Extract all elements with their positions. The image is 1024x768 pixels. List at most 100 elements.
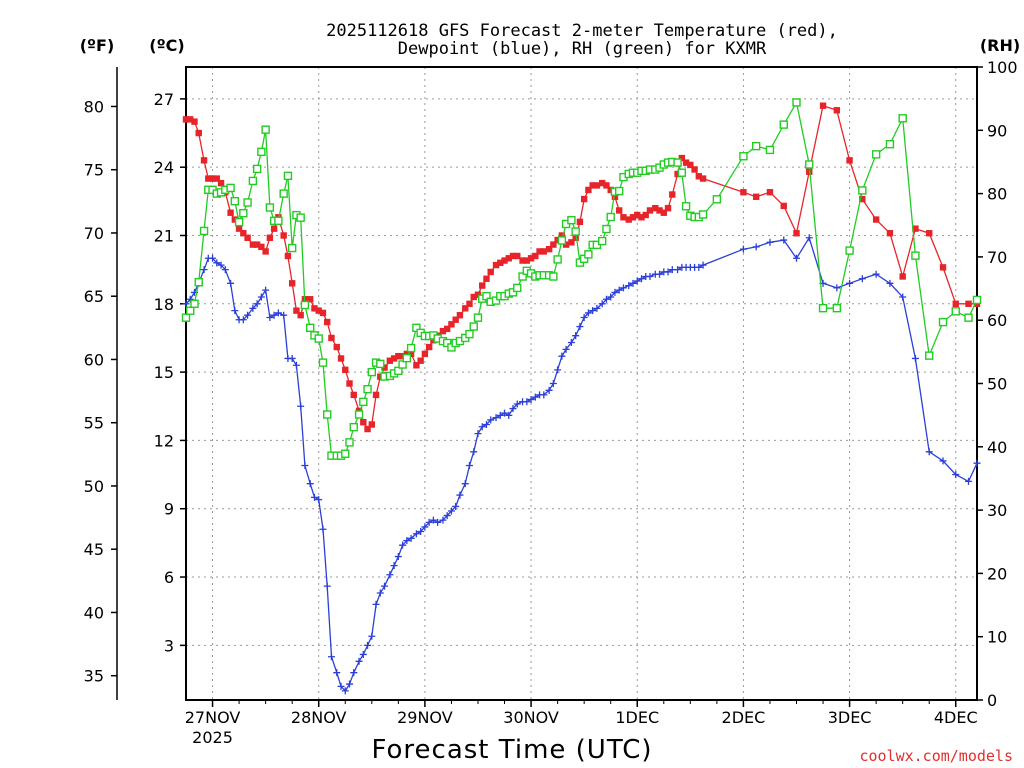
- data-point: [226, 183, 235, 193]
- data-point: [637, 275, 645, 283]
- date-tick-label: 1DEC: [615, 708, 659, 727]
- data-point: [846, 279, 854, 287]
- data-point: [501, 257, 508, 264]
- data-point: [456, 491, 464, 499]
- data-point: [845, 246, 854, 255]
- data-point: [341, 449, 350, 458]
- fahrenheit-tick-label: 60: [84, 350, 104, 369]
- data-point: [695, 173, 703, 180]
- data-point: [513, 400, 521, 408]
- data-point: [345, 438, 354, 447]
- data-point: [766, 238, 774, 246]
- data-point: [579, 254, 589, 263]
- data-point: [182, 116, 190, 123]
- data-point: [972, 295, 982, 305]
- data-point: [872, 216, 880, 223]
- data-point: [425, 343, 433, 351]
- data-point: [417, 528, 425, 536]
- data-point: [585, 186, 592, 194]
- data-point: [858, 275, 866, 283]
- celsius-tick-label: 27: [154, 90, 174, 109]
- data-point: [297, 311, 304, 319]
- data-point: [217, 179, 225, 187]
- fahrenheit-tick-label: 45: [84, 540, 104, 559]
- data-point: [598, 236, 607, 246]
- data-point: [780, 236, 788, 244]
- date-tick-label: 27NOV: [185, 708, 241, 727]
- fahrenheit-tick-label: 35: [84, 667, 104, 686]
- data-point: [372, 391, 380, 399]
- data-point: [240, 230, 247, 237]
- data-point: [540, 391, 548, 399]
- data-point: [673, 158, 682, 167]
- data-point: [372, 600, 380, 608]
- data-point: [620, 214, 627, 221]
- data-point: [699, 261, 707, 269]
- axis-ticks: 3 6 9 12 15 18 21 24 27 35 40 45 50 55 60 65 70 75 80 0 10 20…: [84, 58, 1018, 747]
- data-point: [607, 293, 615, 301]
- data-point: [638, 214, 645, 221]
- data-point: [691, 166, 698, 173]
- data-point: [376, 589, 384, 597]
- data-point: [448, 321, 455, 328]
- data-point: [634, 211, 641, 219]
- data-point: [195, 129, 202, 137]
- data-point: [766, 189, 774, 196]
- data-point: [501, 409, 509, 417]
- data-point: [205, 175, 212, 182]
- data-point: [346, 380, 353, 387]
- data-point: [952, 471, 960, 479]
- data-point: [323, 582, 331, 590]
- data-point: [359, 397, 368, 407]
- data-point: [360, 419, 367, 426]
- data-point: [234, 217, 244, 227]
- data-point: [739, 245, 747, 253]
- data-point: [699, 175, 707, 182]
- data-point: [599, 179, 606, 187]
- data-point: [805, 234, 813, 242]
- data-point: [390, 355, 398, 362]
- data-point: [462, 305, 469, 312]
- fahrenheit-tick-label: 55: [84, 414, 104, 433]
- data-point: [307, 296, 314, 303]
- data-point: [253, 241, 261, 248]
- data-point: [553, 255, 562, 264]
- data-point: [407, 350, 415, 358]
- data-point: [311, 305, 318, 312]
- data-point: [364, 641, 372, 649]
- date-tick-label: 30NOV: [503, 708, 559, 727]
- series-temperature: [182, 102, 981, 433]
- credit-label: coolwx.com/models: [859, 747, 1013, 765]
- data-point: [611, 193, 619, 200]
- data-point: [217, 261, 225, 269]
- data-point: [846, 157, 853, 164]
- celsius-tick-label: 12: [154, 431, 174, 450]
- data-point: [279, 189, 288, 198]
- data-point: [554, 236, 561, 244]
- data-point: [939, 457, 947, 465]
- data-point: [341, 687, 349, 695]
- data-point: [386, 571, 394, 579]
- data-point: [606, 212, 615, 222]
- data-point: [209, 254, 217, 262]
- data-point: [614, 186, 624, 196]
- data-point: [447, 343, 456, 352]
- data-point: [327, 653, 335, 661]
- data-point: [669, 191, 676, 198]
- data-point: [318, 358, 328, 367]
- data-point: [819, 102, 827, 109]
- data-point: [323, 410, 332, 419]
- data-point: [280, 232, 287, 239]
- data-point: [402, 353, 412, 363]
- data-point: [349, 422, 358, 432]
- data-point: [470, 293, 477, 301]
- date-tick-label: 4DEC: [934, 708, 978, 727]
- data-point: [562, 345, 570, 353]
- data-point: [186, 306, 195, 315]
- data-point: [300, 300, 310, 310]
- chart-title-line1: 2025112618 GFS Forecast 2-meter Temperat…: [326, 21, 838, 41]
- data-point: [509, 405, 517, 413]
- data-point: [293, 307, 300, 314]
- data-point: [858, 186, 867, 195]
- date-tick-label: 2DEC: [722, 708, 766, 727]
